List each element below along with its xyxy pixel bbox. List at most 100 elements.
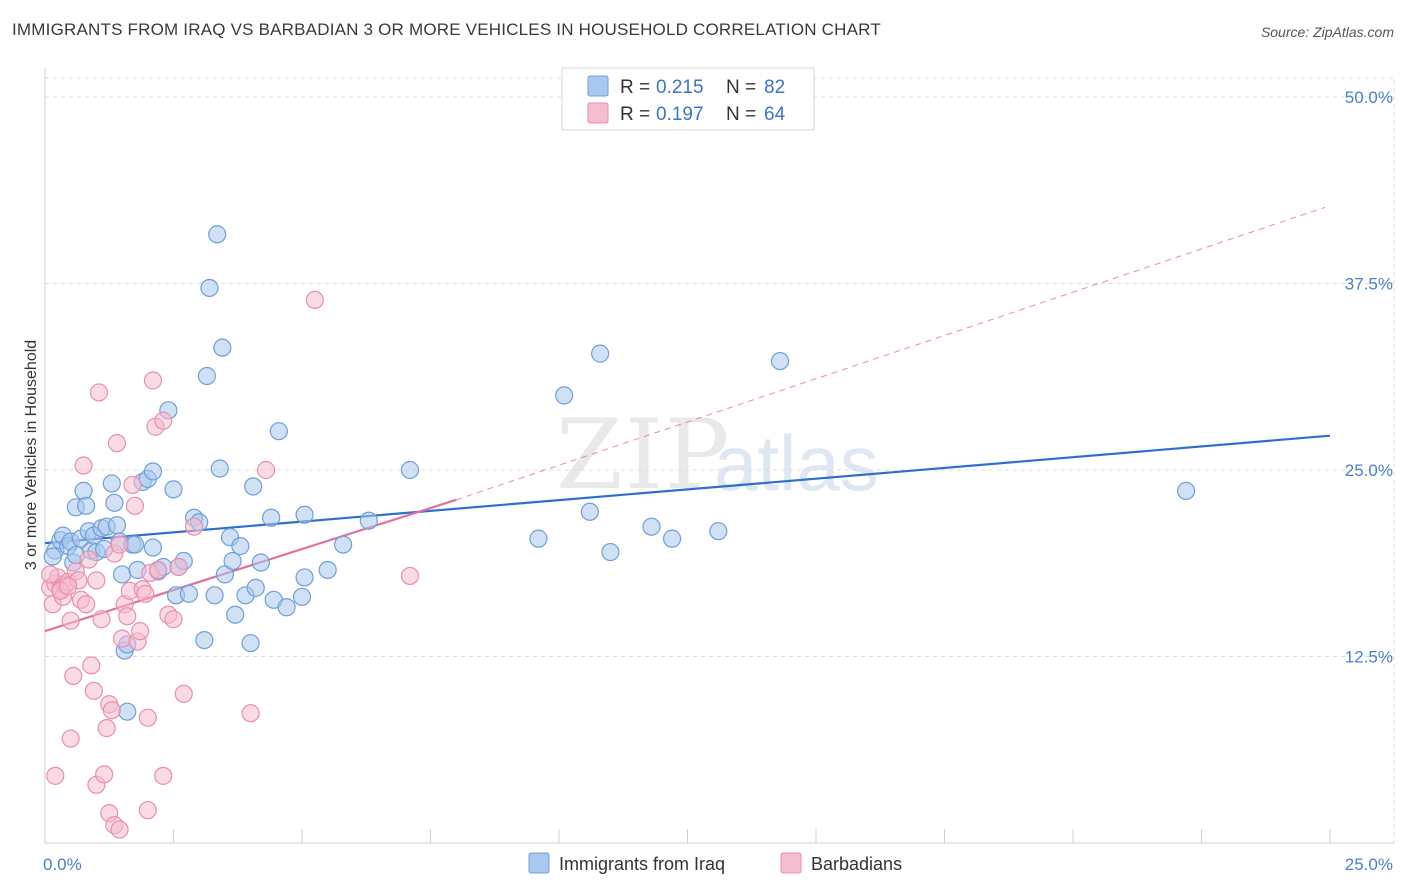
bottom-legend-swatch-iraq[interactable] (528, 852, 550, 874)
series-barbadians-points (41, 290, 420, 839)
barbadians-point-54 (95, 765, 114, 784)
barbadians-point-43 (164, 610, 183, 629)
iraq-point-66 (318, 560, 337, 580)
legend-r-label-barbadians: R = (620, 104, 650, 125)
barbadians-point-26 (110, 535, 129, 554)
x-tick-label-1: 25.0% (1345, 855, 1393, 874)
iraq-point-43 (195, 630, 214, 650)
legend-r-label-iraq: R = (620, 77, 650, 98)
iraq-point-62 (277, 598, 296, 617)
iraq-point-48 (213, 338, 232, 357)
barbadians-point-59 (154, 766, 173, 785)
barbadians-point-16 (82, 656, 101, 675)
barbadians-point-15 (79, 550, 98, 569)
barbadians-point-48 (241, 704, 260, 723)
barbadians-point-29 (118, 607, 137, 626)
iraq-point-31 (143, 462, 163, 481)
watermark: ZIP atlas (556, 399, 879, 511)
barbadians-point-32 (125, 496, 145, 515)
barbadians-point-19 (89, 383, 109, 402)
iraq-point-67 (334, 535, 353, 554)
y-axis-title: 3 or more Vehicles in Household (23, 340, 40, 570)
barbadians-point-9 (64, 666, 83, 685)
iraq-point-32 (143, 538, 163, 557)
iraq-point-59 (262, 508, 281, 527)
iraq-point-25 (118, 702, 137, 721)
iraq-point-47 (210, 459, 229, 478)
barbadians-point-21 (97, 719, 116, 738)
barbadians-point-14 (77, 595, 96, 614)
y-tick-label-1: 25.0% (1345, 461, 1393, 480)
barbadians-point-36 (136, 584, 155, 603)
barbadians-point-41 (154, 411, 173, 430)
barbadians-point-45 (174, 684, 193, 703)
iraq-point-10 (77, 496, 96, 515)
bottom-legend-label-iraq[interactable]: Immigrants from Iraq (559, 854, 725, 874)
legend-n-value-iraq: 82 (764, 77, 785, 98)
iraq-point-22 (112, 565, 132, 584)
legend-swatch-iraq (587, 75, 609, 97)
iraq-point-71 (529, 529, 548, 548)
trend-lines (44, 206, 1331, 633)
legend-swatch-barbadians (587, 102, 609, 124)
iraq-point-78 (709, 522, 728, 541)
legend-r-value-iraq: 0.215 (656, 77, 704, 98)
iraq-point-70 (208, 225, 227, 244)
chart-title: IMMIGRANTS FROM IRAQ VS BARBADIAN 3 OR M… (12, 20, 881, 39)
barbadians-point-27 (112, 629, 132, 648)
legend-n-value-barbadians: 64 (764, 104, 786, 125)
iraq-point-19 (105, 493, 124, 512)
barbadians-point-60 (61, 729, 80, 748)
source-label: Source: ZipAtlas.com (1260, 24, 1394, 40)
barbadians-point-46 (184, 517, 204, 536)
iraq-point-51 (223, 551, 242, 571)
iraq-point-68 (359, 511, 378, 530)
iraq-point-81 (43, 547, 62, 566)
iraq-point-20 (107, 516, 127, 535)
barbadians-point-31 (123, 475, 142, 495)
iraq-point-55 (241, 633, 260, 653)
iraq-point-53 (231, 536, 250, 556)
axes (44, 68, 1394, 844)
iraq-point-72 (555, 386, 574, 405)
barbadians-point-8 (61, 611, 80, 630)
barbadians-point-38 (143, 371, 163, 390)
iraq-point-63 (295, 505, 314, 524)
x-tick-labels: 0.0% 25.0% (43, 855, 1393, 874)
barbadians-point-49 (256, 460, 276, 480)
iraq-point-52 (226, 605, 245, 624)
barbadians-point-18 (87, 571, 106, 590)
legend-r-value-barbadians: 0.197 (656, 104, 704, 125)
iraq-point-27 (125, 535, 145, 554)
watermark-zip: ZIP (556, 399, 731, 511)
barbadians-point-40 (148, 560, 168, 580)
watermark-atlas: atlas (714, 419, 879, 507)
legend-n-label-iraq: N = (726, 77, 756, 98)
iraq-point-76 (642, 517, 661, 536)
iraq-point-79 (770, 351, 790, 371)
iraq-point-61 (269, 422, 288, 441)
iraq-point-80 (1176, 481, 1196, 500)
iraq-point-36 (164, 480, 183, 499)
barbadians-point-58 (138, 801, 157, 820)
barbadians-point-51 (400, 566, 420, 586)
bottom-legend-label-barbadians[interactable]: Barbadians (811, 854, 902, 874)
iraq-point-18 (102, 474, 121, 493)
iraq-point-69 (400, 460, 420, 480)
iraq-point-74 (591, 344, 610, 363)
iraq-point-73 (580, 502, 599, 521)
barbadians-point-52 (46, 766, 65, 785)
iraq-point-46 (205, 586, 224, 605)
barbadians-point-47 (138, 708, 157, 727)
barbadians-point-50 (305, 290, 324, 310)
iraq-point-56 (244, 477, 263, 496)
top-legend: R = 0.215 N = 82 R = 0.197 N = 64 (561, 67, 815, 131)
iraq-point-40 (179, 584, 199, 603)
legend-n-label-barbadians: N = (726, 104, 756, 125)
barbadians-point-25 (107, 434, 127, 453)
bottom-legend-swatch-barbadians[interactable] (780, 852, 802, 874)
y-tick-label-3: 50.0% (1345, 88, 1393, 107)
iraq-point-77 (662, 529, 682, 548)
iraq-point-65 (295, 568, 314, 587)
